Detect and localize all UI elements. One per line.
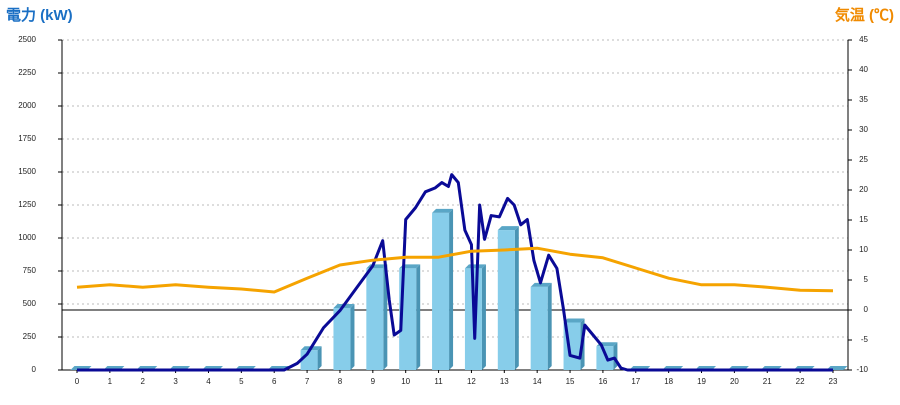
y-tick-label: 2500 [18, 35, 36, 44]
x-tick-label: 20 [730, 377, 739, 386]
line [76, 246, 834, 294]
x-tick-label: 17 [631, 377, 640, 386]
bar-side [449, 208, 454, 370]
y-tick-label: 1000 [18, 233, 36, 242]
x-tick-label: 19 [697, 377, 706, 386]
bar-top [464, 264, 486, 269]
x-tick-label: 18 [664, 377, 673, 386]
bar [333, 307, 351, 370]
y-axis-title: 電力 (kW) [6, 6, 73, 24]
x-tick-label: 15 [566, 377, 575, 386]
y2-tick-label: 5 [864, 275, 869, 284]
y-tick-label: 250 [23, 332, 37, 341]
x-tick-label: 0 [75, 377, 80, 386]
bar-side [317, 346, 322, 370]
bar-side [383, 264, 388, 370]
bar [596, 346, 614, 370]
bar-side [547, 282, 552, 370]
x-tick-label: 9 [371, 377, 376, 386]
x-tick-label: 2 [141, 377, 146, 386]
y2-tick-label: 35 [859, 95, 868, 104]
x-tick-label: 23 [829, 377, 838, 386]
x-tick-label: 4 [206, 377, 211, 386]
x-tick-label: 1 [108, 377, 113, 386]
bar-side [350, 303, 355, 370]
y2-tick-label: 20 [859, 185, 868, 194]
bar-top [530, 282, 552, 287]
x-tick-label: 13 [500, 377, 509, 386]
bar-top [497, 226, 519, 231]
y2-tick-label: 10 [859, 245, 868, 254]
y-tick-label: 1750 [18, 134, 36, 143]
y2-tick-label: 0 [864, 305, 869, 314]
bar [530, 286, 548, 370]
bar [497, 230, 515, 370]
y2-tick-label: 45 [859, 35, 868, 44]
bar-top [432, 208, 454, 213]
x-tick-label: 8 [338, 377, 343, 386]
line [77, 173, 833, 372]
bar [366, 268, 384, 370]
y-tick-label: 2000 [18, 101, 36, 110]
x-tick-label: 22 [796, 377, 805, 386]
x-tick-label: 12 [467, 377, 476, 386]
bar-side [481, 264, 486, 370]
y-tick-label: 0 [32, 365, 37, 374]
y2-tick-label: 15 [859, 215, 868, 224]
y2-tick-label: 25 [859, 155, 868, 164]
bar-side [416, 264, 421, 370]
y-tick-label: 2250 [18, 68, 36, 77]
y2-tick-label: 30 [859, 125, 868, 134]
x-tick-label: 11 [434, 377, 443, 386]
x-tick-label: 6 [272, 377, 277, 386]
y-tick-label: 750 [23, 266, 37, 275]
x-tick-label: 3 [173, 377, 178, 386]
x-tick-label: 7 [305, 377, 310, 386]
y2-axis-title: 気温 (℃) [835, 6, 894, 24]
x-tick-label: 5 [239, 377, 244, 386]
bar-top [563, 318, 585, 323]
y-tick-label: 1250 [18, 200, 36, 209]
x-tick-label: 10 [401, 377, 410, 386]
y2-tick-label: 40 [859, 65, 868, 74]
bar-side [613, 342, 618, 370]
y2-tick-label: -10 [856, 365, 868, 374]
x-tick-label: 16 [598, 377, 607, 386]
y-tick-label: 500 [23, 299, 37, 308]
y2-tick-label: -5 [861, 335, 869, 344]
y-tick-label: 1500 [18, 167, 36, 176]
bar [432, 212, 450, 370]
x-tick-label: 21 [763, 377, 772, 386]
bar-side [514, 226, 519, 370]
x-tick-label: 14 [533, 377, 542, 386]
